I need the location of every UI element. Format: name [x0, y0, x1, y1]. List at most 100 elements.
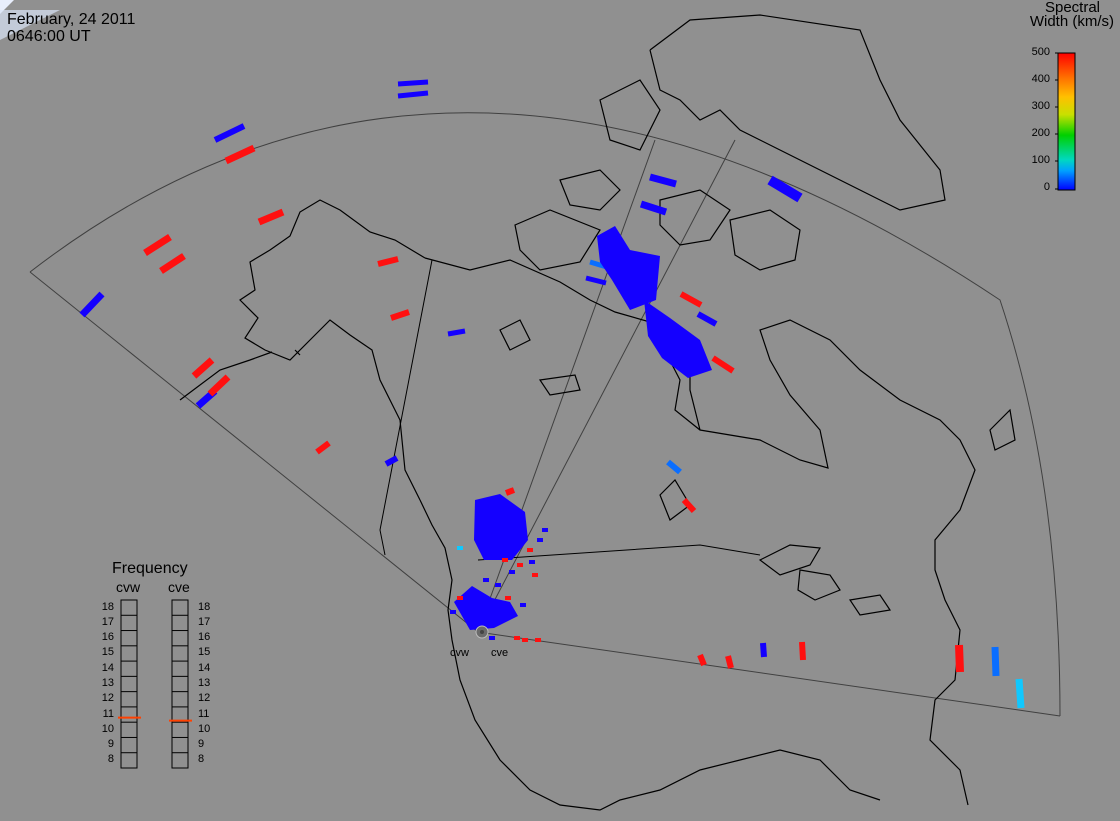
echo-cell: [397, 90, 429, 99]
frequency-tick-label: 15: [198, 646, 211, 659]
echo-cluster: [454, 586, 518, 630]
legend-title-line1: Spectral: [1044, 0, 1100, 16]
legend-tick: 300: [1031, 100, 1050, 112]
echo-cell: [447, 328, 466, 337]
echo-cell: [991, 646, 1000, 677]
echo-cell: [143, 234, 172, 256]
echo-cell: [537, 538, 543, 542]
echo-cell: [390, 309, 410, 321]
echo-cell: [535, 638, 541, 642]
radar-site-center: [480, 630, 484, 634]
frequency-tick-label: 14: [198, 661, 211, 674]
frequency-tick-label: 16: [198, 631, 211, 644]
legend-tick: 0: [1043, 181, 1050, 193]
frequency-tick-label: 11: [102, 707, 114, 720]
frequency-tick-label: 13: [101, 677, 114, 689]
frequency-tick-label: 11: [198, 707, 210, 720]
echo-cell: [542, 528, 548, 532]
echo-cluster: [474, 494, 528, 560]
radar-label-cvw: cvw: [450, 647, 469, 659]
echo-cell: [207, 374, 231, 397]
echo-cell: [213, 123, 246, 143]
echo-cell: [384, 455, 399, 467]
echo-cell: [224, 144, 256, 165]
echo-cell: [483, 578, 489, 582]
frequency-tick-label: 8: [198, 753, 205, 766]
echo-cell: [79, 291, 105, 318]
echo-cell: [1015, 678, 1025, 709]
frequency-title: Frequency: [112, 560, 188, 577]
coastlines: [179, 14, 1016, 811]
echo-cell: [495, 583, 501, 587]
echo-cell: [725, 655, 734, 669]
echo-cell: [799, 641, 806, 661]
echo-cell: [585, 275, 607, 286]
frequency-tick-label: 15: [101, 646, 114, 659]
echo-cluster: [597, 226, 660, 310]
scatter-cells: [79, 79, 1025, 709]
echo-cell: [457, 596, 463, 600]
echo-cell: [649, 173, 677, 188]
echo-cell: [509, 570, 515, 574]
echo-cell: [522, 638, 528, 642]
radar-fov-outline: [29, 112, 1061, 717]
legend-tick: 500: [1031, 46, 1050, 58]
echo-cell: [955, 644, 964, 673]
echo-cell: [505, 596, 511, 600]
frequency-tick-label: 18: [101, 600, 114, 613]
legend-tick: 100: [1031, 154, 1050, 166]
frequency-tick-label: 14: [101, 661, 114, 674]
echo-cell: [514, 636, 520, 640]
echo-cell: [502, 558, 508, 562]
echo-cell: [517, 563, 523, 567]
frequency-tick-label: 18: [198, 600, 211, 613]
legend-title-line2: Width (km/s): [1029, 13, 1114, 30]
time-label: 0646:00 UT: [7, 28, 91, 45]
echo-cell: [760, 642, 767, 658]
echo-cell: [639, 200, 668, 216]
frequency-gauges: [118, 599, 192, 769]
frequency-tick-label: 8: [107, 753, 114, 766]
frequency-tick-label: 12: [101, 692, 114, 705]
echo-cluster: [644, 300, 712, 378]
cvw-gauge: [120, 599, 138, 769]
echo-cell: [527, 548, 533, 552]
date-label: February, 24 2011: [7, 11, 136, 28]
cvw-freq-label: cvw: [116, 579, 141, 595]
colorbar-gradient: [1057, 52, 1076, 191]
echo-cell: [377, 256, 399, 267]
echo-cell: [520, 603, 526, 607]
frequency-tick-label: 10: [101, 722, 114, 735]
echo-cell: [681, 497, 697, 514]
cve-gauge: [171, 599, 189, 769]
echo-cell: [457, 546, 463, 550]
frequency-tick-label: 9: [107, 738, 114, 751]
echo-cell: [257, 208, 285, 226]
frequency-tick-label: 17: [198, 615, 211, 628]
echo-cell: [397, 79, 429, 87]
echo-cell: [315, 440, 331, 455]
echo-cell: [159, 253, 186, 274]
echo-cell: [697, 653, 707, 667]
radar-label-cve: cve: [491, 647, 509, 659]
frequency-tick-label: 10: [198, 722, 211, 735]
frequency-tick-label: 9: [198, 738, 205, 751]
echo-cell: [532, 573, 538, 577]
colorbar: [1055, 52, 1076, 191]
cve-freq-label: cve: [168, 579, 190, 595]
echo-cell: [767, 175, 803, 203]
frequency-tick-label: 16: [101, 631, 114, 644]
echo-cell: [696, 311, 718, 327]
echo-cell: [679, 291, 703, 308]
legend-tick: 200: [1031, 127, 1050, 139]
frequency-tick-label: 13: [198, 677, 211, 689]
corner-fragment: [0, 10, 60, 40]
echo-cell: [450, 610, 456, 614]
echo-cell: [666, 459, 682, 475]
legend-tick: 400: [1031, 73, 1050, 85]
borders: [379, 259, 761, 561]
echo-cell: [529, 560, 535, 564]
